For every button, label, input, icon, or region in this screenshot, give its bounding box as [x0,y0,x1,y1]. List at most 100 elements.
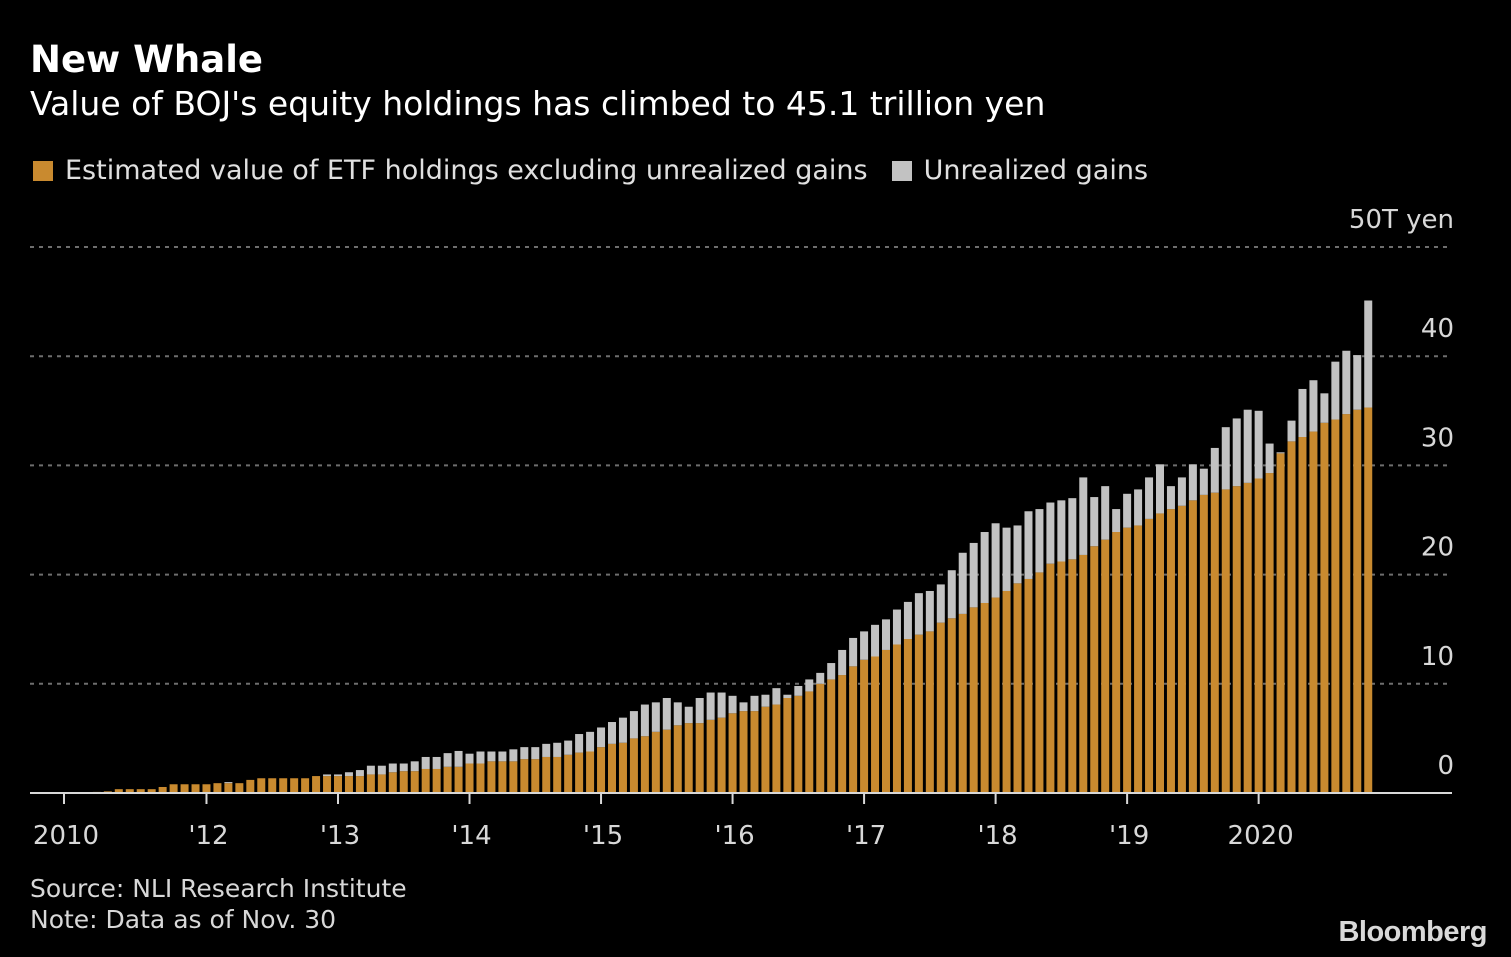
bar-base [1112,532,1121,793]
bar-base [1024,578,1033,793]
bar-base [684,723,693,793]
bar-gains [399,763,408,772]
bar-gains [717,692,726,718]
bar-base [509,761,518,793]
bar-base [991,597,1000,793]
bar-base [1320,422,1329,793]
bar-gains [728,695,737,714]
bar-gains [1254,410,1263,479]
bar-gains [816,672,825,684]
bar-base [1210,492,1219,793]
bar-base [827,679,836,793]
bar-base [125,789,134,793]
bar-gains [936,584,945,623]
bar-gains [794,685,803,696]
y-tick-label: 30 [1421,423,1454,453]
legend-swatch-gains [891,160,912,181]
x-tick-label: '13 [320,821,360,851]
bar-gains [564,740,573,755]
bar-gains [1309,380,1318,432]
bar-base [1177,505,1186,793]
bar-base [936,622,945,793]
bar-gains [1090,497,1099,547]
bar-base [377,774,386,793]
bar-base [761,706,770,793]
bar-gains [695,697,704,724]
bar-base [1331,419,1340,793]
bar-base [1134,525,1143,793]
bar-base [487,761,496,793]
bar-gains [421,756,430,769]
bar-base [235,783,244,793]
bar-base [1265,473,1274,793]
bar-base [1057,561,1066,793]
bar-base [618,742,627,793]
bar-base [169,784,178,793]
bar-base [1298,437,1307,793]
bar-gains [1145,477,1154,519]
legend-item-base: Estimated value of ETF holdings excludin… [33,155,868,186]
bar-gains [1013,525,1022,584]
bar-base [1232,486,1241,793]
bar-base [279,778,288,793]
bar-base [882,649,890,793]
bar-base [717,717,726,793]
bar-base [410,771,419,793]
bar-base [1068,559,1077,793]
bar-base [147,789,156,793]
bar-base [980,602,989,793]
bloomberg-logo: Bloomberg [1338,916,1487,948]
bar-base [673,725,682,793]
bar-gains [772,688,781,705]
y-tick-label: 10 [1421,642,1454,672]
bar-base [1090,546,1099,793]
bar-gains [377,765,386,775]
bar-base [816,683,825,793]
y-tick-label: 20 [1421,533,1454,563]
bar-gains [860,631,869,660]
bar-base [1199,494,1208,793]
bar-gains [575,734,584,753]
bar-gains [651,702,660,732]
bar-gains [1134,489,1143,526]
bar-base [465,763,474,793]
bar-base [1254,478,1263,793]
bar-gains [1177,477,1186,506]
x-tick-label: '16 [714,821,754,851]
bar-base [1276,453,1285,793]
x-tick-label: '18 [977,821,1017,851]
bar-base [838,675,847,793]
bar-gains [586,731,595,752]
bar-gains [323,774,332,777]
y-tick-label: 40 [1421,314,1454,344]
bar-base [586,751,595,793]
x-tick-label: '17 [846,821,886,851]
bar-base [498,761,507,793]
bar-base [958,613,967,793]
legend-label-base: Estimated value of ETF holdings excludin… [65,155,868,186]
bar-base [651,731,660,793]
bar-base [706,719,715,793]
bar-gains [597,727,606,748]
bar-base [191,784,200,793]
bar-base [849,666,858,793]
bar-gains [454,750,463,767]
bar-base [1002,590,1011,793]
bar-gains [1123,493,1132,528]
bar-gains [542,743,551,757]
x-tick-label: 2010 [33,821,99,851]
x-tick-label: '19 [1109,821,1149,851]
bar-base [531,759,540,793]
bar-gains [388,763,397,773]
bar-gains [1232,418,1241,487]
bar-gains [1024,511,1033,579]
x-tick-label: '15 [583,821,623,851]
bar-base [399,771,408,793]
bar-gains [980,532,989,603]
bar-base [914,634,923,793]
bar-gains [553,742,562,757]
bar-gains [410,761,419,772]
bar-gains [1265,443,1274,474]
bar-gains [1079,477,1088,555]
bar-base [739,711,748,793]
